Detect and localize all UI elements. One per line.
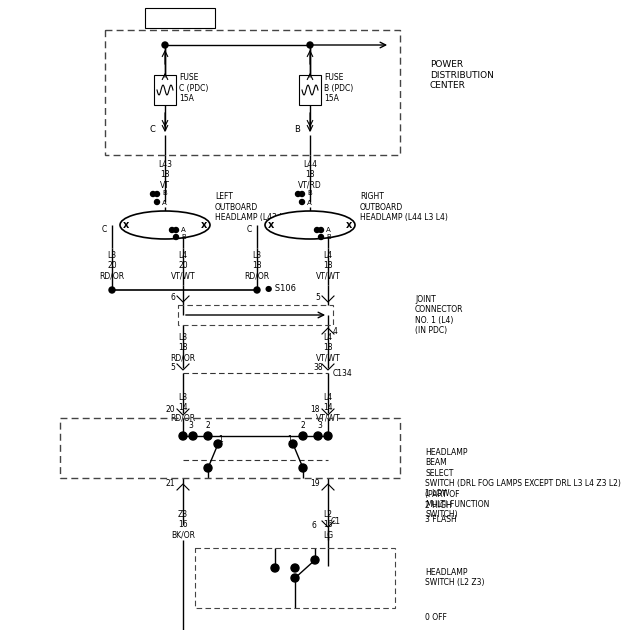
Text: BATT A0: BATT A0 bbox=[157, 13, 203, 23]
Text: A: A bbox=[181, 227, 186, 233]
Text: A: A bbox=[162, 200, 167, 206]
Circle shape bbox=[173, 227, 179, 232]
Text: 3: 3 bbox=[189, 421, 193, 430]
Text: B: B bbox=[326, 234, 331, 240]
Text: 6: 6 bbox=[311, 520, 316, 529]
Text: POWER
DISTRIBUTION
CENTER: POWER DISTRIBUTION CENTER bbox=[430, 60, 494, 90]
Circle shape bbox=[299, 464, 307, 472]
Text: x: x bbox=[123, 220, 129, 230]
Text: x: x bbox=[201, 220, 207, 230]
Circle shape bbox=[300, 200, 305, 205]
Text: FUSE
C (PDC)
15A: FUSE C (PDC) 15A bbox=[179, 73, 209, 103]
Text: 5: 5 bbox=[170, 364, 175, 372]
Circle shape bbox=[162, 42, 168, 48]
Circle shape bbox=[319, 227, 323, 232]
Text: 38: 38 bbox=[314, 364, 323, 372]
Text: x: x bbox=[268, 220, 274, 230]
Circle shape bbox=[173, 234, 179, 239]
Text: L2
16
LG: L2 16 LG bbox=[323, 510, 333, 540]
Text: A: A bbox=[307, 200, 312, 206]
Text: L4
14
VT/WT: L4 14 VT/WT bbox=[316, 393, 340, 423]
Ellipse shape bbox=[265, 211, 355, 239]
Circle shape bbox=[150, 192, 156, 197]
Text: 3 FLASH: 3 FLASH bbox=[425, 515, 457, 524]
Text: L44
18
VT/RD: L44 18 VT/RD bbox=[298, 160, 322, 190]
Text: x: x bbox=[346, 220, 352, 230]
Circle shape bbox=[291, 564, 299, 572]
Text: 0 OFF: 0 OFF bbox=[425, 613, 447, 622]
Circle shape bbox=[204, 464, 212, 472]
Text: 2 HIGH: 2 HIGH bbox=[425, 501, 452, 510]
Circle shape bbox=[170, 227, 175, 232]
Text: A: A bbox=[326, 227, 331, 233]
Circle shape bbox=[291, 574, 299, 582]
Circle shape bbox=[271, 564, 279, 572]
Text: L4
20
VT/WT: L4 20 VT/WT bbox=[171, 251, 195, 281]
Text: 5: 5 bbox=[315, 292, 320, 302]
Text: 19: 19 bbox=[310, 479, 320, 488]
Circle shape bbox=[324, 432, 332, 440]
Text: ● S106: ● S106 bbox=[265, 284, 296, 292]
Text: 21: 21 bbox=[166, 479, 175, 488]
Circle shape bbox=[109, 287, 115, 293]
Text: HEADLAMP
BEAM
SELECT
SWITCH (DRL FOG LAMPS EXCEPT DRL L3 L4 Z3 L2)
(PART OF
MULT: HEADLAMP BEAM SELECT SWITCH (DRL FOG LAM… bbox=[425, 448, 621, 519]
Text: L4
18
VT/WT: L4 18 VT/WT bbox=[316, 333, 340, 363]
Text: 18: 18 bbox=[310, 406, 320, 415]
Text: L43
18
VT: L43 18 VT bbox=[158, 160, 172, 190]
Circle shape bbox=[314, 227, 319, 232]
Text: 2: 2 bbox=[301, 421, 305, 430]
Text: C: C bbox=[149, 125, 155, 134]
Text: 3: 3 bbox=[317, 421, 323, 430]
Text: B: B bbox=[294, 125, 300, 134]
FancyBboxPatch shape bbox=[154, 75, 176, 105]
Circle shape bbox=[204, 432, 212, 440]
Text: L3
20
RD/OR: L3 20 RD/OR bbox=[99, 251, 125, 281]
Text: 20: 20 bbox=[165, 406, 175, 415]
Circle shape bbox=[307, 42, 313, 48]
Circle shape bbox=[300, 192, 305, 197]
Circle shape bbox=[179, 432, 187, 440]
Circle shape bbox=[189, 432, 197, 440]
FancyBboxPatch shape bbox=[145, 8, 215, 28]
Text: 1 LOW: 1 LOW bbox=[425, 488, 449, 498]
Circle shape bbox=[299, 432, 307, 440]
Text: RIGHT
OUTBOARD
HEADLAMP (L44 L3 L4): RIGHT OUTBOARD HEADLAMP (L44 L3 L4) bbox=[360, 192, 448, 222]
Text: 2: 2 bbox=[205, 421, 211, 430]
Text: B: B bbox=[181, 234, 186, 240]
Text: 1: 1 bbox=[287, 435, 292, 444]
Circle shape bbox=[154, 192, 159, 197]
Text: 4: 4 bbox=[333, 326, 338, 336]
FancyBboxPatch shape bbox=[299, 75, 321, 105]
Text: LEFT
OUTBOARD
HEADLAMP (L43 L3 L4): LEFT OUTBOARD HEADLAMP (L43 L3 L4) bbox=[215, 192, 303, 222]
Circle shape bbox=[154, 200, 159, 205]
Circle shape bbox=[296, 192, 301, 197]
Circle shape bbox=[254, 287, 260, 293]
Text: C: C bbox=[102, 226, 107, 234]
Text: 1: 1 bbox=[219, 435, 223, 444]
Text: B: B bbox=[307, 190, 312, 196]
Circle shape bbox=[214, 440, 222, 448]
Circle shape bbox=[319, 234, 323, 239]
Text: JOINT
CONNECTOR
NO. 1 (L4)
(IN PDC): JOINT CONNECTOR NO. 1 (L4) (IN PDC) bbox=[415, 295, 463, 335]
Circle shape bbox=[311, 556, 319, 564]
Text: C134: C134 bbox=[333, 369, 353, 377]
Circle shape bbox=[289, 440, 297, 448]
Text: L4
18
VT/WT: L4 18 VT/WT bbox=[316, 251, 340, 281]
Text: HEADLAMP
SWITCH (L2 Z3): HEADLAMP SWITCH (L2 Z3) bbox=[425, 568, 484, 587]
Text: L3
18
RD/OR: L3 18 RD/OR bbox=[170, 333, 196, 363]
Text: L3
18
RD/OR: L3 18 RD/OR bbox=[244, 251, 269, 281]
Text: B: B bbox=[162, 190, 167, 196]
Circle shape bbox=[314, 432, 322, 440]
Ellipse shape bbox=[120, 211, 210, 239]
Text: Z3
16
BK/OR: Z3 16 BK/OR bbox=[171, 510, 195, 540]
Text: C: C bbox=[247, 226, 252, 234]
Text: C1: C1 bbox=[331, 517, 341, 527]
Text: 6: 6 bbox=[170, 292, 175, 302]
Text: L3
14
RD/OR: L3 14 RD/OR bbox=[170, 393, 196, 423]
Text: FUSE
B (PDC)
15A: FUSE B (PDC) 15A bbox=[324, 73, 353, 103]
